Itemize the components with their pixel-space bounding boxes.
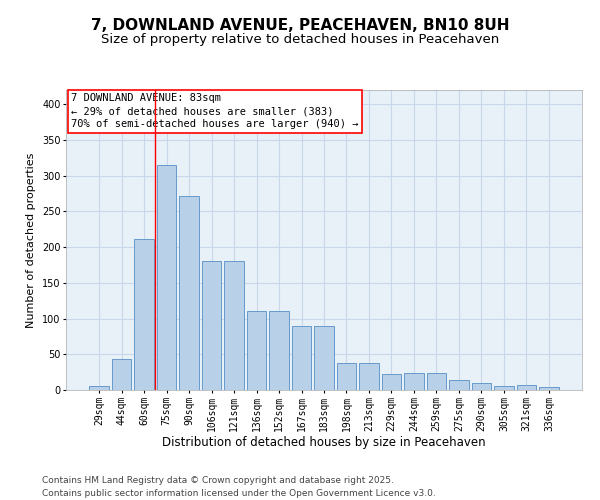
Text: 7, DOWNLAND AVENUE, PEACEHAVEN, BN10 8UH: 7, DOWNLAND AVENUE, PEACEHAVEN, BN10 8UH <box>91 18 509 32</box>
Text: Size of property relative to detached houses in Peacehaven: Size of property relative to detached ho… <box>101 32 499 46</box>
Text: 7 DOWNLAND AVENUE: 83sqm
← 29% of detached houses are smaller (383)
70% of semi-: 7 DOWNLAND AVENUE: 83sqm ← 29% of detach… <box>71 93 359 130</box>
Bar <box>517 385 536 390</box>
Bar <box>472 383 491 390</box>
Bar <box>449 380 469 390</box>
Bar <box>247 312 266 390</box>
Bar <box>359 363 379 390</box>
Bar <box>404 373 424 390</box>
Text: Contains HM Land Registry data © Crown copyright and database right 2025.
Contai: Contains HM Land Registry data © Crown c… <box>42 476 436 498</box>
Bar <box>134 238 154 390</box>
Bar <box>337 363 356 390</box>
Bar <box>179 196 199 390</box>
Bar <box>494 386 514 390</box>
Bar <box>202 262 221 390</box>
Bar <box>539 387 559 390</box>
Bar <box>382 374 401 390</box>
Y-axis label: Number of detached properties: Number of detached properties <box>26 152 36 328</box>
Bar <box>292 326 311 390</box>
Bar <box>89 386 109 390</box>
Bar <box>157 165 176 390</box>
Bar <box>269 312 289 390</box>
X-axis label: Distribution of detached houses by size in Peacehaven: Distribution of detached houses by size … <box>162 436 486 450</box>
Bar <box>427 373 446 390</box>
Bar <box>224 262 244 390</box>
Bar <box>314 326 334 390</box>
Bar <box>112 360 131 390</box>
